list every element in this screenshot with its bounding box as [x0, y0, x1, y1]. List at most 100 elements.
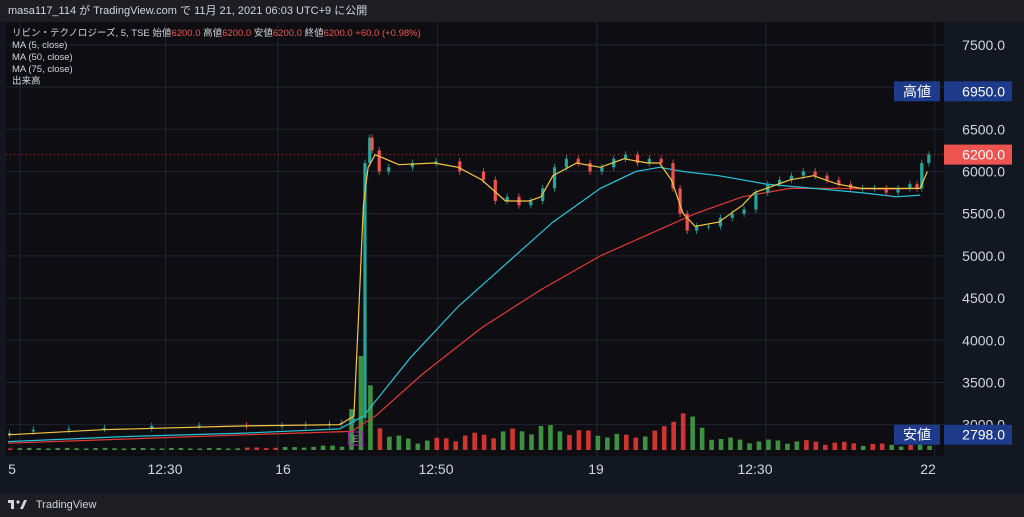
volume-bar	[813, 441, 819, 450]
volume-bar	[197, 448, 203, 450]
volume-bar	[500, 431, 506, 450]
footer: TradingView	[0, 494, 1024, 517]
candle	[552, 167, 557, 189]
ma50-line	[7, 166, 921, 443]
candle	[150, 425, 154, 429]
volume-bar	[557, 431, 563, 450]
candle	[730, 213, 734, 218]
candle	[635, 154, 640, 164]
legend-open-value: 6200.0	[171, 28, 201, 39]
markers: E	[348, 431, 364, 446]
volume-bar	[794, 441, 800, 450]
candle	[647, 158, 651, 164]
volume-bar	[671, 421, 676, 450]
volume-bar	[188, 448, 193, 450]
volume-bar	[235, 448, 241, 450]
volume-bars	[8, 355, 932, 450]
volume-bar	[595, 435, 601, 450]
volume-bar	[756, 441, 762, 450]
volume-bar	[879, 443, 885, 450]
volume-bar	[491, 438, 496, 450]
volume-bar	[567, 435, 572, 450]
volume-bar	[548, 425, 553, 450]
volume-bar	[301, 447, 307, 450]
volume-bar	[150, 448, 155, 450]
publisher-line: masa117_114 が TradingView.com で 11月 21, …	[8, 5, 368, 17]
volume-bar	[112, 448, 117, 450]
candle	[368, 137, 372, 164]
volume-bar	[178, 447, 184, 450]
volume-bar	[74, 448, 79, 450]
volume-bar	[652, 430, 658, 450]
candle	[920, 163, 924, 189]
volume-bar	[339, 446, 345, 450]
candle	[659, 158, 663, 164]
candle	[671, 163, 675, 189]
volume-bar	[529, 434, 534, 450]
legend-open-label: 始値	[152, 28, 172, 39]
ma5-path	[7, 153, 928, 436]
volume-bar	[718, 439, 724, 450]
candle	[685, 213, 689, 231]
legend-ma50[interactable]: MA (50, close)	[12, 52, 73, 63]
chart-pane[interactable]: E	[6, 22, 944, 456]
price-chart-svg[interactable]: E	[6, 22, 944, 456]
ma75-path	[7, 187, 921, 444]
candle	[410, 163, 414, 168]
volume-bar	[586, 430, 591, 450]
candle	[576, 158, 580, 164]
volume-bar	[216, 447, 222, 450]
candle	[351, 417, 355, 423]
grid	[6, 22, 944, 456]
volume-bar	[747, 443, 752, 450]
legend-high-value: 6200.0	[222, 28, 252, 39]
footer-brand[interactable]: TradingView	[35, 499, 97, 511]
legend-change: +60.0 (+0.98%)	[355, 28, 421, 39]
volume-bar	[424, 440, 430, 450]
volume-bar	[131, 448, 136, 450]
volume-bar	[642, 436, 648, 450]
legend-volume[interactable]: 出来高	[12, 76, 41, 87]
volume-bar	[282, 447, 288, 450]
legend-low-label: 安値	[253, 28, 273, 39]
legend-ma5[interactable]: MA (5, close)	[12, 40, 68, 51]
volume-bar	[102, 447, 108, 450]
candle	[742, 209, 746, 214]
candle	[789, 175, 794, 180]
candle	[754, 192, 758, 210]
volume-bar	[263, 448, 269, 450]
candle	[927, 154, 931, 164]
volume-bar	[349, 409, 354, 450]
volume-bar	[55, 448, 60, 450]
volume-bar	[26, 447, 32, 450]
candle	[837, 179, 841, 185]
earnings-marker-box	[348, 431, 364, 446]
volume-bar	[320, 445, 326, 450]
volume-bar	[358, 355, 364, 450]
volume-bar	[766, 439, 771, 450]
publisher-bar: masa117_114 が TradingView.com で 11月 21, …	[0, 0, 1024, 22]
candle	[706, 226, 711, 228]
volume-bar	[851, 443, 857, 450]
candle	[825, 175, 829, 180]
volume-bar	[462, 435, 468, 450]
legend-symbol: リビン・テクノロジーズ, 5, TSE	[12, 28, 150, 39]
volume-bar	[927, 445, 932, 450]
candle	[387, 167, 391, 172]
volume-bar	[64, 447, 70, 450]
volume-bar	[624, 434, 629, 450]
volume-bar	[396, 435, 402, 450]
candle	[370, 137, 374, 151]
candle	[481, 171, 486, 180]
volume-bar	[368, 385, 373, 450]
volume-bar	[614, 433, 620, 450]
candle	[67, 428, 71, 430]
candle	[678, 188, 682, 214]
legend: リビン・テクノロジーズ, 5, TSE 始値6200.0 高値6200.0 安値…	[12, 28, 421, 88]
volume-bar	[36, 448, 42, 450]
candle	[197, 425, 201, 427]
legend-ma75[interactable]: MA (75, close)	[12, 64, 73, 75]
candle	[908, 184, 912, 189]
volume-bar	[244, 447, 250, 450]
candle	[377, 150, 381, 172]
